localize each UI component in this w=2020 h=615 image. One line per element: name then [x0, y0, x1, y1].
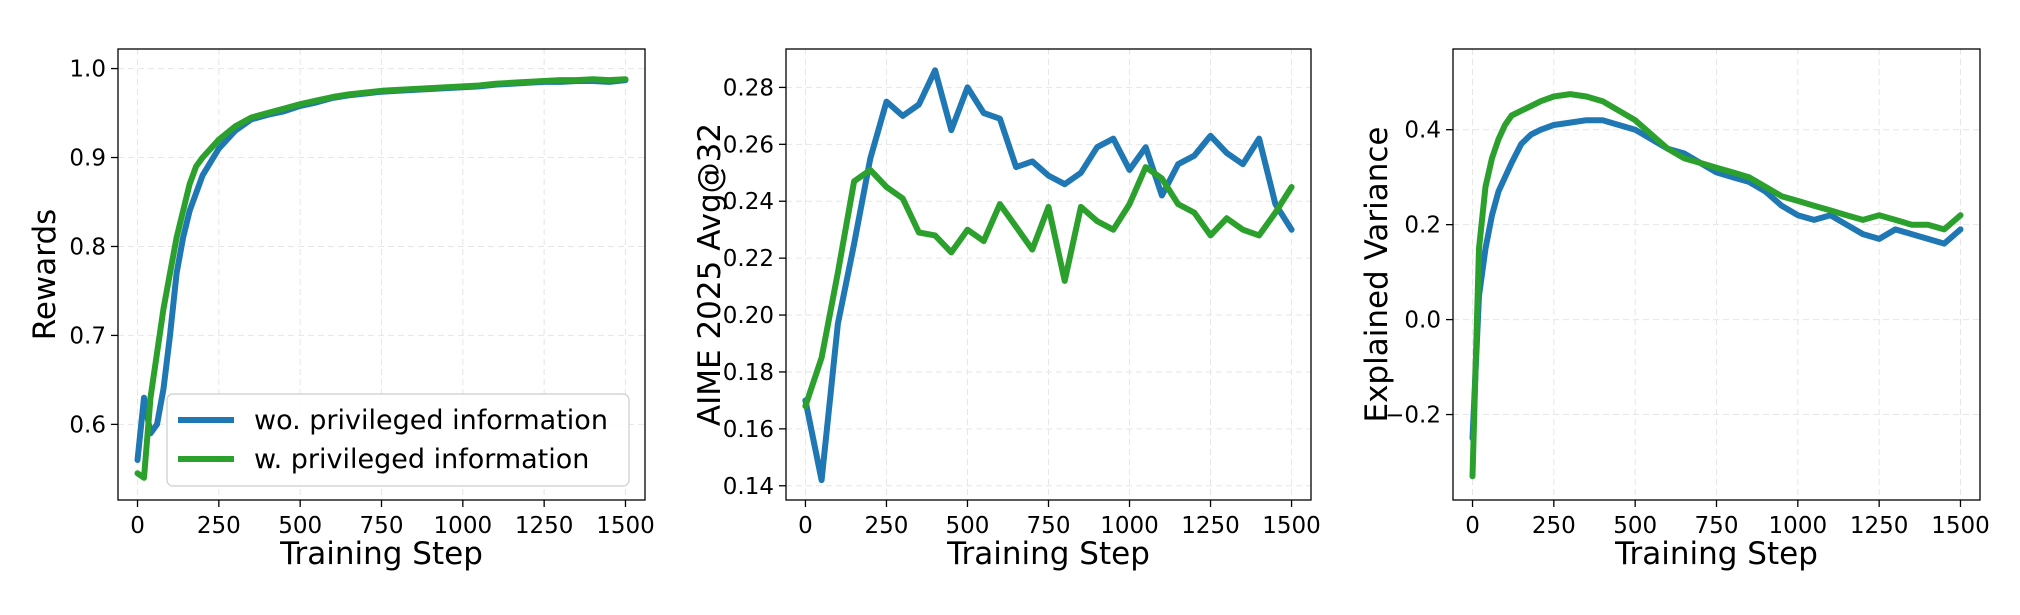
y-axis-label: Explained Variance — [1359, 127, 1395, 423]
x-tick-label: 500 — [946, 513, 990, 539]
x-tick-label: 1500 — [596, 513, 655, 539]
x-tick-label: 250 — [865, 513, 909, 539]
x-tick-label: 500 — [278, 513, 322, 539]
y-tick-label: 0.9 — [69, 146, 106, 172]
x-tick-label: 750 — [1695, 513, 1739, 539]
x-tick-label: 1250 — [515, 513, 574, 539]
x-tick-label: 0 — [130, 513, 145, 539]
x-tick-label: 750 — [1027, 513, 1071, 539]
y-tick-label: 0.4 — [1404, 118, 1441, 144]
y-tick-label: 0.26 — [723, 132, 774, 158]
y-tick-label: 0.22 — [723, 246, 774, 272]
y-axis-label: AIME 2025 Avg@32 — [692, 123, 728, 426]
x-axis-label: Training Step — [1614, 536, 1818, 572]
legend-box — [166, 393, 630, 487]
y-axis-label: Rewards — [27, 209, 63, 341]
x-tick-label: 500 — [1613, 513, 1657, 539]
y-tick-label: 1.0 — [69, 57, 106, 83]
y-tick-label: 0.24 — [723, 189, 774, 215]
x-tick-label: 250 — [1532, 513, 1576, 539]
x-axis-label: Training Step — [279, 536, 483, 572]
y-tick-label: 0.16 — [723, 417, 774, 443]
series-line-w-privileged — [1469, 91, 1964, 480]
x-tick-label: 0 — [798, 513, 813, 539]
x-tick-label: 1250 — [1850, 513, 1909, 539]
series-line-w-privileged — [134, 76, 629, 481]
x-axis-label: Training Step — [946, 536, 1150, 572]
y-tick-label: −0.2 — [1385, 403, 1441, 429]
x-tick-label: 750 — [360, 513, 404, 539]
y-tick-label: 0.18 — [723, 360, 774, 386]
x-tick-label: 250 — [197, 513, 241, 539]
y-tick-label: 0.6 — [69, 412, 106, 438]
x-tick-label: 1500 — [1931, 513, 1990, 539]
y-tick-label: 0.7 — [69, 323, 106, 349]
y-tick-label: 0.14 — [723, 474, 774, 500]
legend: wo. privileged information w. privileged … — [166, 393, 630, 487]
x-tick-label: 1000 — [1100, 513, 1159, 539]
y-tick-label: 0.0 — [1404, 308, 1441, 334]
series-line-wo-privileged — [802, 67, 1295, 484]
x-tick-label: 1000 — [1769, 513, 1828, 539]
x-tick-label: 1250 — [1181, 513, 1240, 539]
panel-rewards: 0 250 500 750 1000 1250 1500 0.6 0.7 0.8 0.9 1.0 Tra… — [27, 48, 655, 572]
x-tick-label: 1000 — [434, 513, 493, 539]
panel-aime-2025-avg32: 0 250 500 750 1000 1250 1500 0.14 0.16 0.18 0.20 0.… — [692, 48, 1321, 572]
y-tick-label: 0.28 — [723, 75, 774, 101]
y-tick-label: 0.8 — [69, 234, 106, 260]
y-tick-label: 0.20 — [723, 303, 774, 329]
series-line-w-privileged — [802, 164, 1295, 410]
panel-explained-variance: 0 250 500 750 1000 1250 1500 −0.2 0.0 0.2 0.4 Train… — [1359, 48, 1990, 572]
x-tick-label: 1500 — [1262, 513, 1321, 539]
x-tick-label: 0 — [1465, 513, 1480, 539]
y-tick-label: 0.2 — [1404, 213, 1441, 239]
legend-label: wo. privileged information — [254, 405, 608, 436]
legend-label: w. privileged information — [254, 444, 589, 475]
